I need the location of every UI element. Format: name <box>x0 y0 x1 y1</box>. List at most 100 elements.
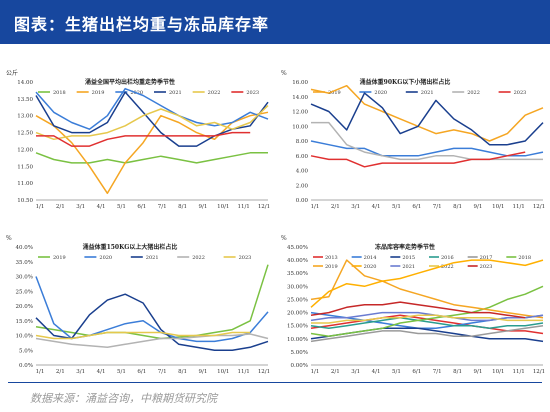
x-tick-label: 12/1 <box>533 369 545 375</box>
x-tick-label: 6/1 <box>412 369 421 375</box>
y-tick-label: 0.00 <box>296 198 309 204</box>
y-tick-label: 30.00% <box>287 284 308 290</box>
unit-label: 公斤 <box>6 69 18 77</box>
x-tick-label: 11/1 <box>237 204 249 210</box>
series-line-2019 <box>35 111 269 195</box>
legend-label: 2020 <box>364 264 377 270</box>
y-tick-label: 13.00 <box>17 114 33 120</box>
series-line-2020 <box>310 140 544 157</box>
series-line-2021 <box>310 92 544 146</box>
series-line-2017 <box>310 324 544 343</box>
series-line-2023 <box>310 301 526 319</box>
legend-label: 2016 <box>441 255 454 261</box>
series-line-2023 <box>35 331 251 340</box>
x-tick-label: 10/1 <box>217 369 229 375</box>
series-line-2023 <box>36 131 251 147</box>
chart-title: 冻品库容率走势季节性 <box>375 243 435 251</box>
y-tick-label: 12.50 <box>17 131 33 137</box>
header-bar: 图表：生猪出栏均重与冻品库存率 <box>0 0 550 44</box>
y-tick-label: 13.50 <box>17 97 33 103</box>
y-tick-label: 20.00% <box>287 311 308 317</box>
series-line-2019 <box>310 84 544 142</box>
y-tick-label: 10.00 <box>292 124 308 130</box>
legend-label: 2020 <box>99 255 112 261</box>
x-tick-label: 10/1 <box>492 204 504 210</box>
y-tick-label: 35.00% <box>287 271 308 277</box>
series-line-2022 <box>311 314 543 324</box>
legend-label: 2023 <box>480 264 493 270</box>
chart-title: 涌益体重90KG以下小猪出栏占比 <box>360 78 451 86</box>
x-tick-label: 8/1 <box>453 369 462 375</box>
chart-small-pig-share: % 涌益体重90KG以下小猪出栏占比 0.00 2.00 4.00 6.00 8.00 10.… <box>281 70 545 210</box>
x-tick-label: 7/1 <box>433 369 442 375</box>
x-tick-label: 9/1 <box>473 369 482 375</box>
x-tick-label: 2/1 <box>331 369 340 375</box>
chart-title: 涌益全国平均出栏均重走势季节性 <box>85 78 175 86</box>
legend-label: 2022 <box>441 264 454 270</box>
y-tick-label: 10.0% <box>16 334 33 340</box>
y-tick-label: 0.00% <box>291 363 308 369</box>
x-tick-label: 6/1 <box>137 204 146 210</box>
y-tick-label: 11.50 <box>17 164 33 170</box>
x-tick-label: 9/1 <box>198 204 207 210</box>
x-tick-label: 1/1 <box>311 204 320 210</box>
x-tick-label: 2/1 <box>56 369 65 375</box>
x-tick-label: 7/1 <box>158 204 167 210</box>
data-source: 数据来源：涌益咨询，中粮期货研究院 <box>30 392 217 405</box>
x-tick-label: 7/1 <box>433 204 442 210</box>
x-tick-label: 12/1 <box>258 204 270 210</box>
unit-label: % <box>6 235 12 242</box>
x-tick-label: 9/1 <box>473 204 482 210</box>
y-tick-label: 10.00% <box>287 337 308 343</box>
x-tick-label: 10/1 <box>492 369 504 375</box>
series-line-2018 <box>35 152 268 164</box>
x-tick-label: 11/1 <box>237 369 249 375</box>
series-line-2022 <box>311 121 543 161</box>
x-tick-label: 8/1 <box>178 369 187 375</box>
series-line-2019 <box>310 259 544 319</box>
x-tick-label: 1/1 <box>36 369 45 375</box>
legend-label: 2015 <box>402 255 415 261</box>
x-tick-label: 7/1 <box>158 369 167 375</box>
y-tick-label: 5.00% <box>291 350 308 356</box>
x-tick-label: 4/1 <box>97 204 106 210</box>
legend-label: 2020 <box>374 90 387 96</box>
legend-label: 2023 <box>514 90 527 96</box>
legend-label: 2013 <box>325 255 338 261</box>
x-tick-label: 4/1 <box>372 369 381 375</box>
legend-label: 2018 <box>53 90 66 96</box>
series-line-2023 <box>310 151 526 168</box>
x-tick-label: 1/1 <box>36 204 45 210</box>
series-line-2021 <box>310 311 544 322</box>
y-tick-label: 14.00 <box>17 80 33 86</box>
legend-label: 2021 <box>169 90 182 96</box>
x-tick-label: 8/1 <box>453 204 462 210</box>
y-tick-label: 15.0% <box>16 319 33 325</box>
y-tick-label: 4.00 <box>296 169 309 175</box>
chart-large-pig-share: % 涌益体重150KG以上大猪出栏占比 0.0% 5.0% 10.0% 15.0% 20.0… <box>6 235 270 375</box>
x-tick-label: 3/1 <box>351 204 360 210</box>
legend-label: 2019 <box>328 90 341 96</box>
y-tick-label: 16.00 <box>292 80 308 86</box>
legend-label: 2022 <box>192 255 205 261</box>
y-tick-label: 45.00% <box>287 245 308 251</box>
y-tick-label: 0.0% <box>19 363 33 369</box>
y-tick-label: 2.00 <box>296 183 309 189</box>
legend-label: 2021 <box>402 264 415 270</box>
y-tick-label: 30.0% <box>16 275 33 281</box>
legend-label: 2021 <box>146 255 159 261</box>
series-line-2016 <box>310 317 544 330</box>
y-tick-label: 11.00 <box>17 181 33 187</box>
series-line-2018 <box>310 285 544 337</box>
x-tick-label: 5/1 <box>117 204 126 210</box>
legend-label: 2022 <box>208 90 221 96</box>
y-tick-label: 14.00 <box>292 95 308 101</box>
y-tick-label: 40.0% <box>16 245 33 251</box>
y-tick-label: 25.0% <box>16 289 33 295</box>
y-tick-label: 25.00% <box>287 297 308 303</box>
x-tick-label: 3/1 <box>351 369 360 375</box>
y-tick-label: 40.00% <box>287 258 308 264</box>
legend-label: 2017 <box>480 255 493 261</box>
series-line-2021 <box>35 91 269 147</box>
